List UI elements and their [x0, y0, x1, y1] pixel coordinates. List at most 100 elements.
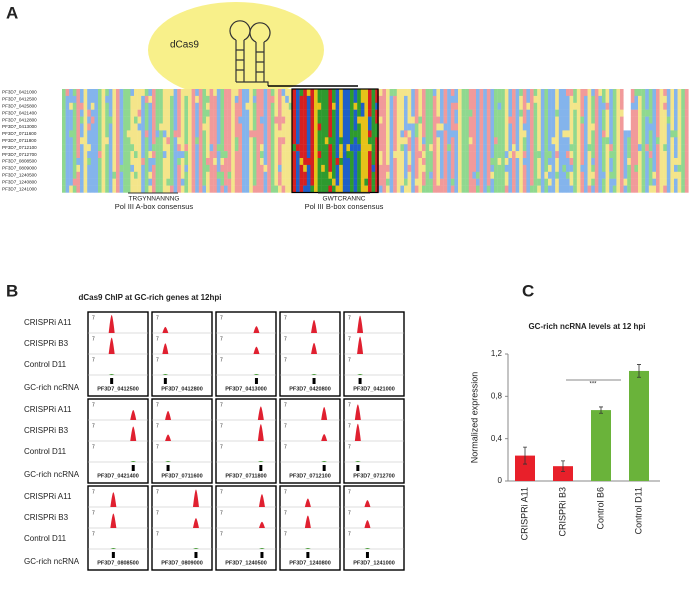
base-cell	[270, 151, 275, 159]
base-cell	[612, 151, 617, 159]
sequence-id: PF3D7_1241000	[2, 186, 37, 191]
base-cell	[587, 130, 592, 138]
base-cell	[580, 109, 585, 117]
base-cell	[486, 158, 491, 166]
base-cell	[404, 102, 408, 110]
base-cell	[562, 116, 567, 124]
base-cell	[537, 137, 541, 145]
peak	[357, 336, 364, 354]
base-cell	[98, 130, 102, 138]
base-cell	[461, 116, 466, 124]
base-cell	[389, 123, 394, 131]
base-cell	[609, 95, 613, 103]
base-cell	[342, 95, 347, 103]
base-cell	[342, 102, 347, 110]
base-cell	[540, 171, 545, 179]
base-cell	[515, 89, 520, 97]
base-cell	[281, 164, 286, 172]
base-cell	[533, 89, 538, 97]
base-cell	[522, 116, 527, 124]
base-cell	[666, 95, 671, 103]
base-cell	[677, 137, 682, 145]
base-cell	[429, 178, 433, 186]
base-cell	[141, 123, 145, 131]
base-cell	[134, 164, 138, 172]
base-cell	[332, 130, 336, 138]
base-cell	[378, 164, 383, 172]
base-cell	[497, 137, 502, 145]
base-cell	[260, 116, 264, 124]
base-cell	[87, 151, 91, 159]
base-cell	[188, 116, 192, 124]
base-cell	[558, 123, 563, 131]
base-cell	[152, 151, 156, 159]
base-cell	[184, 137, 189, 145]
base-cell	[188, 151, 192, 159]
base-cell	[389, 151, 394, 159]
base-cell	[188, 130, 192, 138]
base-cell	[285, 109, 289, 117]
base-cell	[389, 137, 394, 145]
base-cell	[65, 178, 70, 186]
base-cell	[508, 89, 513, 97]
base-cell	[224, 123, 228, 131]
track-scale: 7	[220, 444, 223, 450]
base-cell	[630, 164, 635, 172]
base-cell	[504, 95, 509, 103]
base-cell	[360, 89, 365, 97]
base-cell	[112, 130, 117, 138]
base-cell	[468, 89, 473, 97]
base-cell	[285, 89, 289, 97]
base-cell	[468, 109, 473, 117]
base-cell	[206, 123, 210, 131]
base-cell	[152, 89, 156, 97]
base-cell	[440, 95, 444, 103]
base-cell	[627, 164, 631, 172]
base-cell	[126, 164, 131, 172]
base-cell	[540, 102, 545, 110]
base-cell	[274, 144, 279, 152]
base-cell	[357, 137, 361, 145]
base-cell	[288, 130, 293, 138]
base-cell	[170, 144, 174, 152]
base-cell	[404, 144, 408, 152]
base-cell	[461, 178, 466, 186]
base-cell	[537, 164, 541, 172]
base-cell	[605, 116, 610, 124]
base-cell	[260, 164, 264, 172]
base-cell	[162, 137, 167, 145]
base-cell	[288, 171, 293, 179]
base-cell	[494, 123, 498, 131]
base-cell	[306, 102, 311, 110]
base-cell	[533, 151, 538, 159]
base-cell	[144, 144, 149, 152]
base-cell	[357, 151, 361, 159]
base-cell	[591, 89, 595, 97]
track-scale: 7	[220, 423, 223, 429]
base-cell	[306, 137, 311, 145]
base-cell	[216, 164, 221, 172]
base-cell	[494, 185, 498, 193]
base-cell	[177, 164, 181, 172]
base-cell	[645, 89, 649, 97]
base-cell	[314, 130, 318, 138]
base-cell	[288, 158, 293, 166]
base-cell	[472, 116, 477, 124]
base-cell	[515, 123, 520, 131]
base-cell	[411, 89, 415, 97]
base-cell	[656, 137, 660, 145]
base-cell	[314, 144, 318, 152]
base-cell	[195, 130, 199, 138]
base-cell	[231, 164, 235, 172]
base-cell	[101, 116, 106, 124]
base-cell	[220, 151, 225, 159]
base-cell	[497, 144, 502, 152]
base-cell	[630, 178, 635, 186]
base-cell	[490, 102, 495, 110]
base-cell	[389, 178, 394, 186]
base-cell	[130, 151, 135, 159]
base-cell	[94, 116, 99, 124]
base-cell	[353, 151, 358, 159]
base-cell	[368, 89, 372, 97]
base-cell	[281, 178, 286, 186]
